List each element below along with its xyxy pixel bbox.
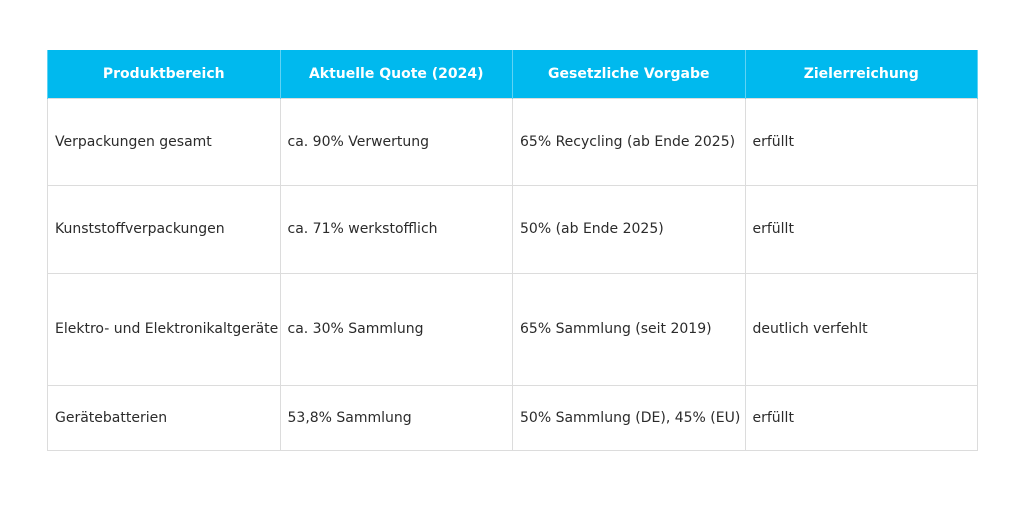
table-row: Kunststoffverpackungen ca. 71% werkstoff… — [47, 184, 978, 274]
cell-produktbereich: Elektro- und Elektronikaltgeräte — [47, 272, 281, 386]
cell-zielerreichung: deutlich verfehlt — [744, 272, 978, 386]
cell-zielerreichung: erfüllt — [744, 384, 978, 451]
header-gesetzliche-vorgabe: Gesetzliche Vorgabe — [512, 50, 746, 98]
table-row: Elektro- und Elektronikaltgeräte ca. 30%… — [47, 272, 978, 386]
cell-gesetzliche-vorgabe: 65% Sammlung (seit 2019) — [512, 272, 746, 386]
cell-gesetzliche-vorgabe: 50% (ab Ende 2025) — [512, 184, 746, 274]
cell-aktuelle-quote: ca. 90% Verwertung — [279, 97, 513, 186]
cell-aktuelle-quote: ca. 30% Sammlung — [279, 272, 513, 386]
cell-produktbereich: Gerätebatterien — [47, 384, 281, 451]
table-row: Gerätebatterien 53,8% Sammlung 50% Samml… — [47, 384, 978, 451]
cell-aktuelle-quote: 53,8% Sammlung — [279, 384, 513, 451]
table-row: Verpackungen gesamt ca. 90% Verwertung 6… — [47, 97, 978, 186]
recycling-quota-table-container: Produktbereich Aktuelle Quote (2024) Ges… — [47, 50, 978, 451]
header-produktbereich: Produktbereich — [47, 50, 281, 98]
header-aktuelle-quote: Aktuelle Quote (2024) — [279, 50, 513, 98]
cell-gesetzliche-vorgabe: 50% Sammlung (DE), 45% (EU) — [512, 384, 746, 451]
recycling-quota-table: Produktbereich Aktuelle Quote (2024) Ges… — [47, 50, 978, 451]
cell-aktuelle-quote: ca. 71% werkstofflich — [279, 184, 513, 274]
header-zielerreichung: Zielerreichung — [744, 50, 978, 98]
cell-zielerreichung: erfüllt — [744, 184, 978, 274]
cell-produktbereich: Kunststoffverpackungen — [47, 184, 281, 274]
cell-gesetzliche-vorgabe: 65% Recycling (ab Ende 2025) — [512, 97, 746, 186]
table-header-row: Produktbereich Aktuelle Quote (2024) Ges… — [47, 50, 978, 98]
cell-produktbereich: Verpackungen gesamt — [47, 97, 281, 186]
cell-zielerreichung: erfüllt — [744, 97, 978, 186]
